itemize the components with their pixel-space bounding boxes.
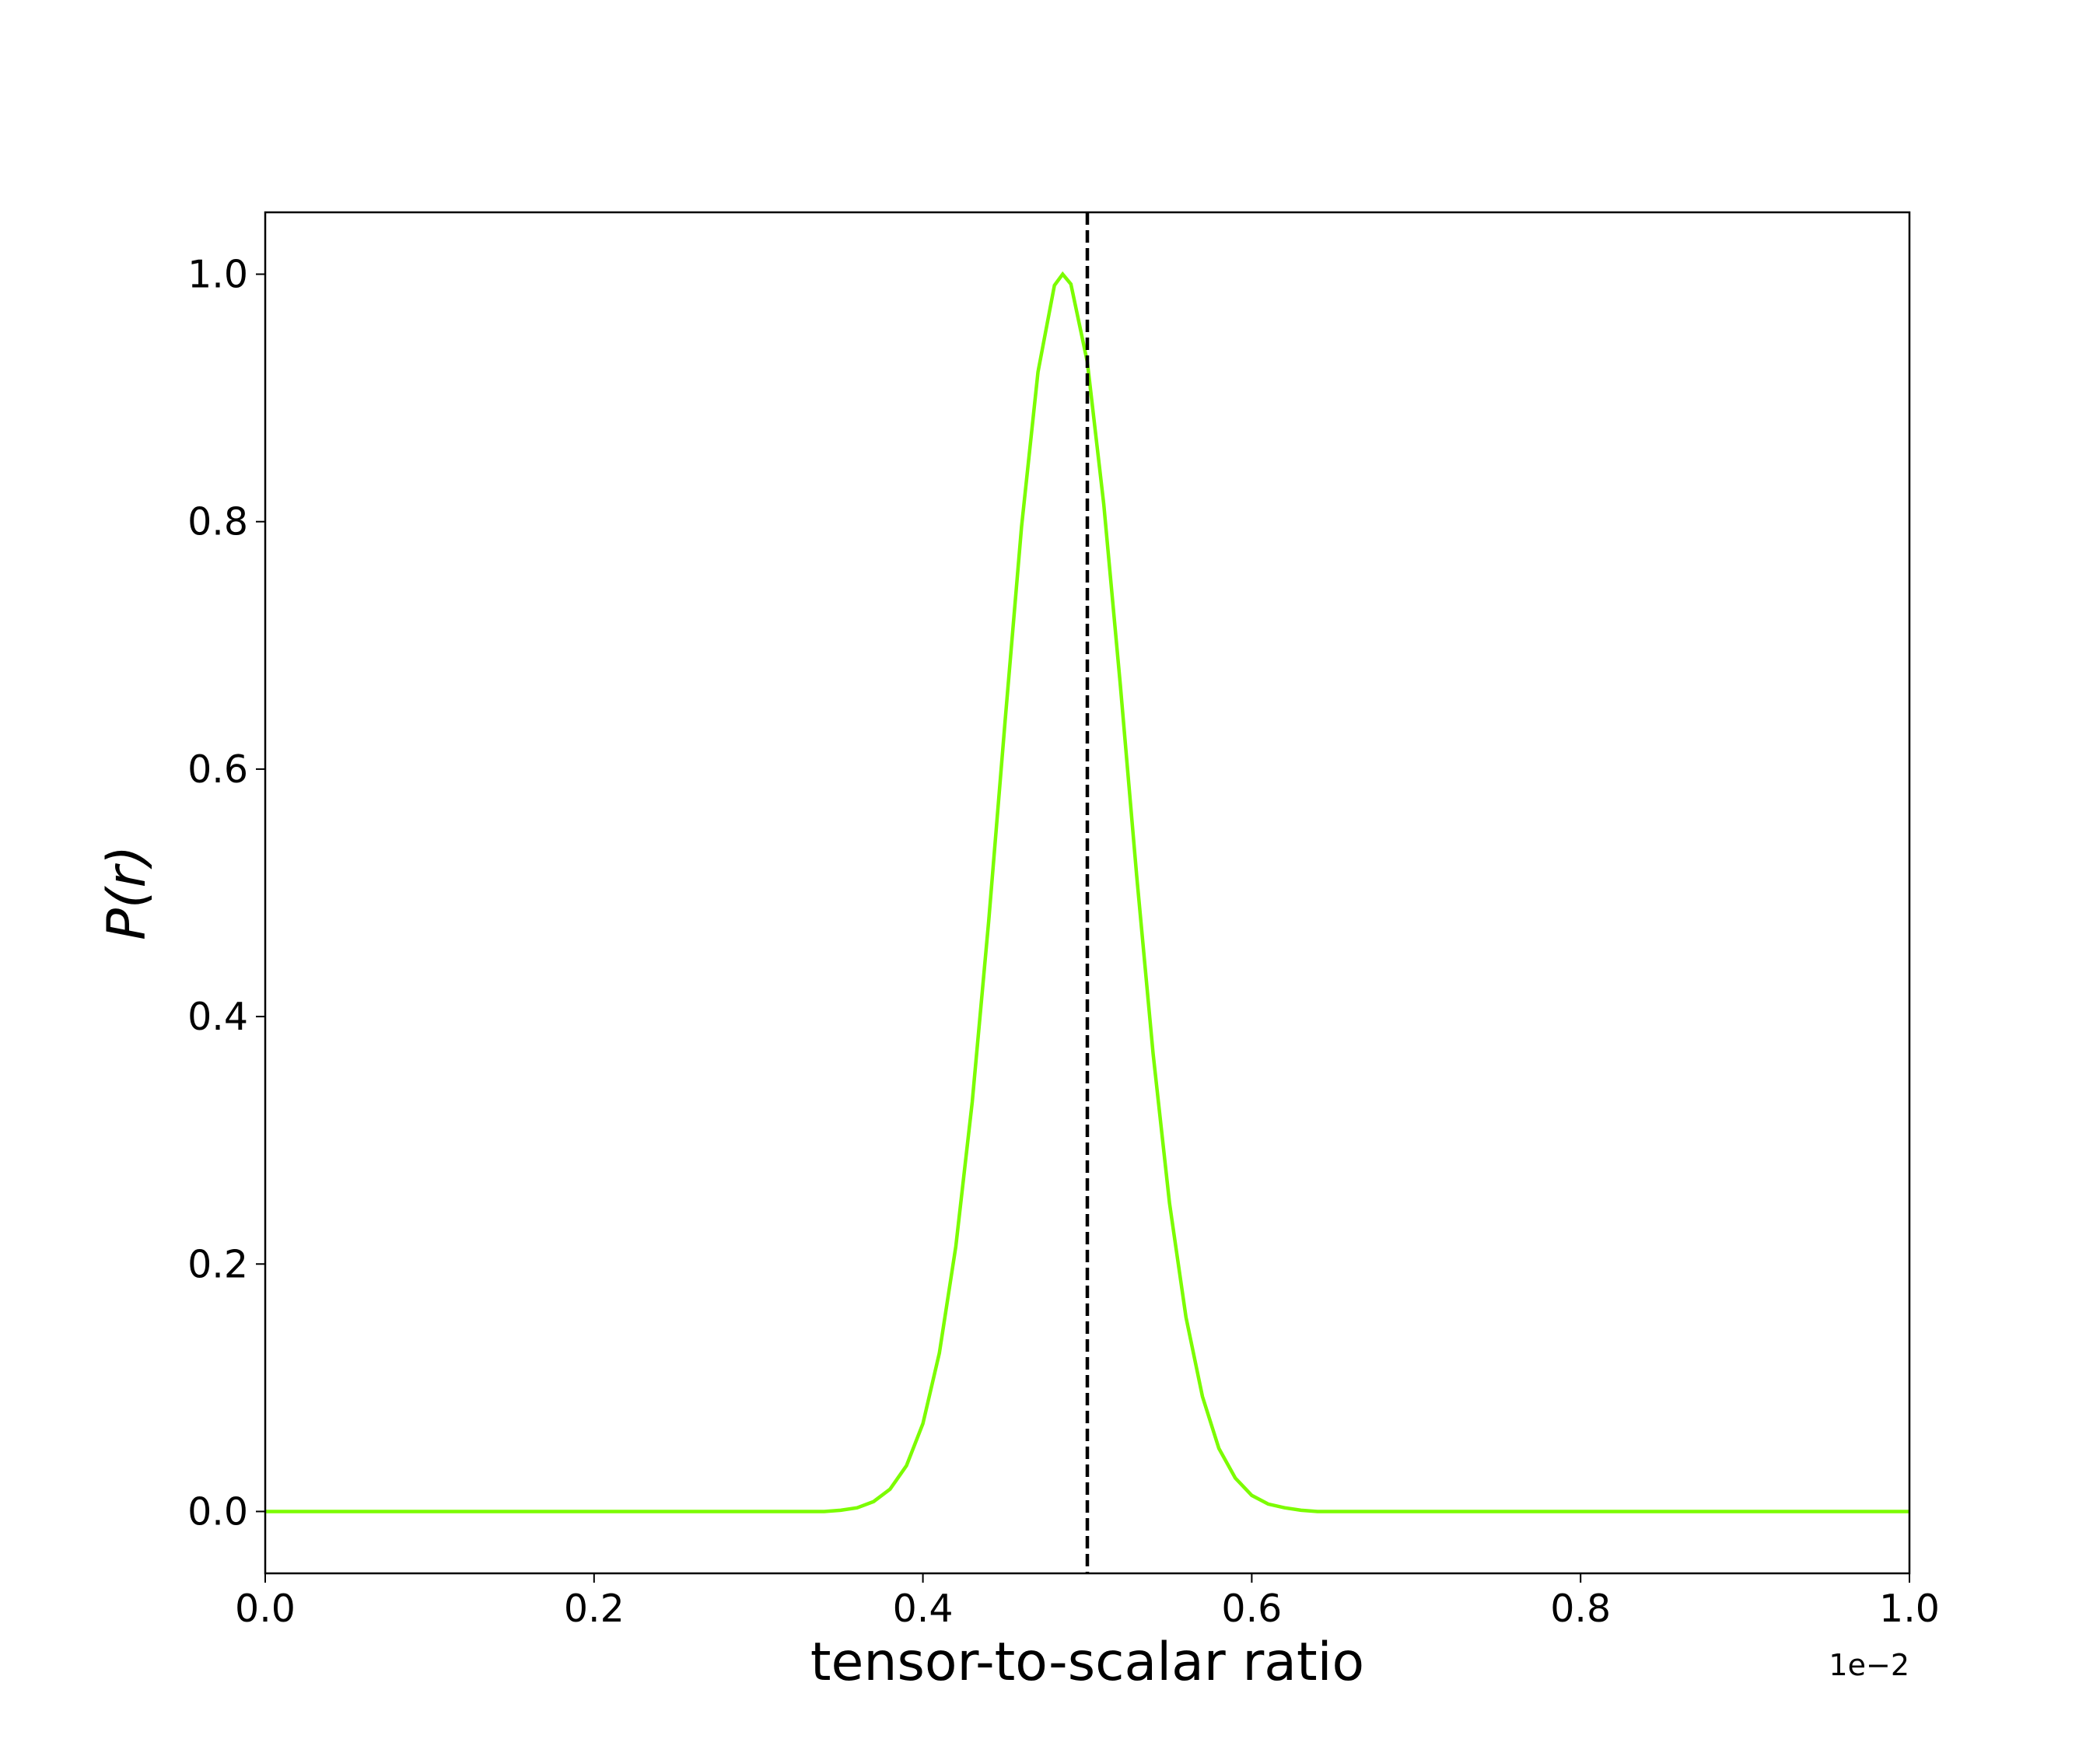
x-offset-label: 1e−2 bbox=[1829, 1648, 1909, 1682]
y-tick-label: 0.0 bbox=[187, 1489, 248, 1534]
x-tick-label: 0.4 bbox=[893, 1587, 954, 1631]
x-tick-label: 0.8 bbox=[1550, 1587, 1611, 1631]
x-tick-label: 1.0 bbox=[1879, 1587, 1940, 1631]
data-line bbox=[265, 271, 1909, 1513]
y-axis-label: P(r) bbox=[96, 845, 158, 940]
x-tick-label: 0.2 bbox=[564, 1587, 625, 1631]
y-tick-label: 0.2 bbox=[187, 1242, 248, 1286]
x-tick-label: 0.0 bbox=[235, 1587, 296, 1631]
x-axis-label: tensor-to-scalar ratio bbox=[810, 1632, 1364, 1693]
y-tick-label: 1.0 bbox=[187, 253, 248, 297]
y-tick-label: 0.6 bbox=[187, 747, 248, 792]
plot-frame bbox=[264, 211, 1911, 1575]
y-tick-label: 0.8 bbox=[187, 500, 248, 544]
y-tick-label: 0.4 bbox=[187, 995, 248, 1039]
x-tick-label: 0.6 bbox=[1221, 1587, 1282, 1631]
